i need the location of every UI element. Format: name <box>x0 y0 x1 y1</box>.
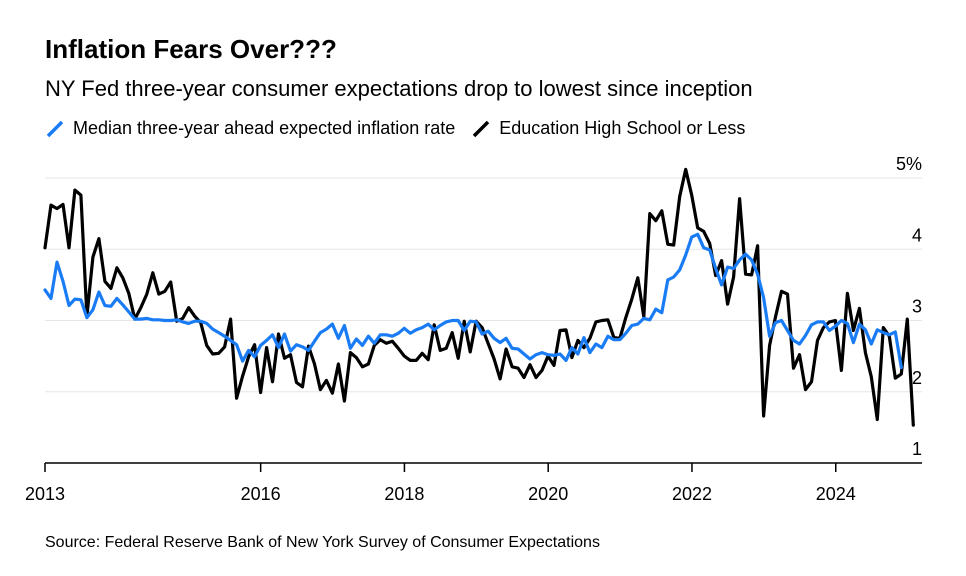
y-axis-labels: 5% 4 3 2 1 <box>896 154 922 459</box>
series-line-median <box>43 232 903 370</box>
source-note: Source: Federal Reserve Bank of New York… <box>45 534 600 551</box>
y-tick-label: 5% <box>896 154 922 174</box>
x-tick-label: 2020 <box>528 484 568 504</box>
chart-title: Inflation Fears Over??? <box>45 34 337 64</box>
x-tick-label: 2016 <box>241 484 281 504</box>
legend-item-median: Median three-year ahead expected inflati… <box>45 118 455 139</box>
legend-item-education: Education High School or Less <box>471 118 745 139</box>
x-axis: 2013 2016 2018 2020 2022 2024 <box>25 462 922 504</box>
y-tick-label: 3 <box>912 297 922 317</box>
y-tick-label: 4 <box>912 225 922 245</box>
legend-label-median: Median three-year ahead expected inflati… <box>73 118 456 138</box>
x-tick-label: 2024 <box>816 484 856 504</box>
series-line-education <box>43 167 915 427</box>
legend-swatch-median <box>46 120 64 137</box>
x-tick-label: 2022 <box>672 484 712 504</box>
x-tick-label: 2013 <box>25 484 65 504</box>
gridlines <box>45 177 922 393</box>
legend: Median three-year ahead expected inflati… <box>45 118 761 139</box>
legend-label-education: Education High School or Less <box>499 118 746 138</box>
legend-swatch-education <box>473 120 490 137</box>
chart-subtitle: NY Fed three-year consumer expectations … <box>45 76 753 101</box>
series-lines <box>43 167 915 427</box>
y-tick-label: 2 <box>912 368 922 388</box>
x-tick-label: 2018 <box>384 484 424 504</box>
y-tick-label: 1 <box>912 439 922 459</box>
